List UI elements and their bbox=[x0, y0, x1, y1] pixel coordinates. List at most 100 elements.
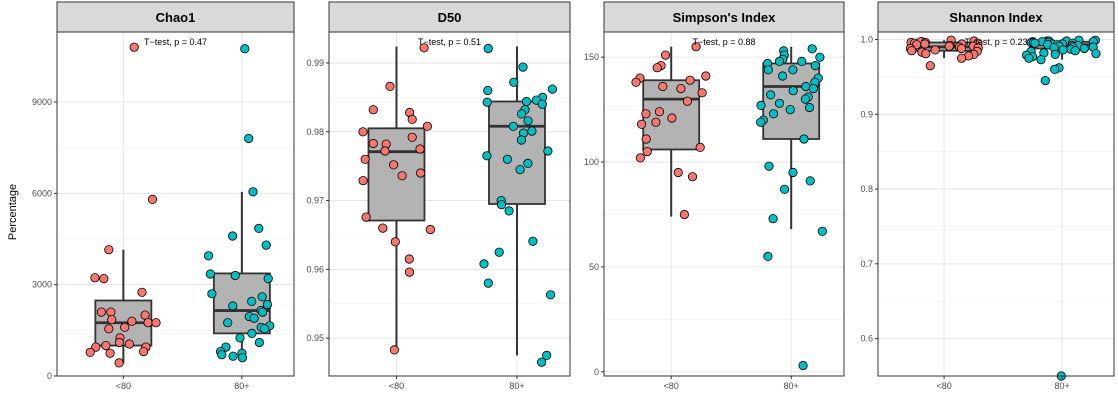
y-tick-label: 0.96 bbox=[306, 264, 324, 274]
x-tick-label: 80+ bbox=[509, 381, 524, 391]
data-point bbox=[673, 167, 683, 178]
data-point bbox=[764, 161, 774, 171]
data-point bbox=[536, 357, 547, 367]
y-tick-label: 0.9 bbox=[860, 109, 873, 119]
data-point bbox=[804, 102, 815, 113]
data-point bbox=[1050, 49, 1060, 60]
data-point bbox=[90, 273, 100, 283]
data-point bbox=[756, 100, 766, 111]
data-point bbox=[397, 171, 407, 181]
data-point bbox=[104, 245, 114, 255]
y-tick-label: 50 bbox=[589, 262, 599, 272]
x-tick-label: <80 bbox=[389, 381, 404, 391]
data-point bbox=[388, 160, 399, 170]
data-point bbox=[140, 310, 150, 320]
y-tick-label: 100 bbox=[584, 157, 599, 167]
data-point bbox=[254, 337, 264, 348]
data-point bbox=[247, 328, 257, 338]
data-point bbox=[701, 71, 711, 81]
facet-strip bbox=[877, 1, 1115, 33]
data-point bbox=[774, 56, 785, 67]
panel-border bbox=[56, 31, 295, 377]
data-point bbox=[425, 224, 435, 235]
data-point bbox=[766, 90, 776, 100]
data-point bbox=[679, 209, 690, 220]
y-tick-label: 0.95 bbox=[306, 333, 324, 343]
data-point bbox=[261, 240, 271, 250]
x-tick-label: <80 bbox=[936, 381, 951, 391]
data-point bbox=[687, 172, 698, 182]
data-point bbox=[504, 206, 514, 216]
data-point bbox=[768, 109, 779, 119]
data-point bbox=[805, 176, 815, 186]
data-point bbox=[248, 187, 258, 197]
data-point bbox=[956, 43, 967, 54]
data-point bbox=[257, 307, 268, 317]
data-point bbox=[482, 97, 492, 107]
data-point bbox=[482, 151, 492, 161]
data-point bbox=[204, 251, 214, 261]
x-tick-label: <80 bbox=[664, 381, 679, 391]
box-iqr bbox=[488, 100, 546, 205]
data-point bbox=[361, 212, 371, 222]
data-point bbox=[817, 226, 827, 236]
data-point bbox=[91, 342, 101, 352]
data-point bbox=[207, 289, 217, 299]
data-point bbox=[223, 318, 233, 328]
data-point bbox=[651, 117, 661, 127]
facet-title: Chao1 bbox=[156, 10, 196, 25]
data-point bbox=[385, 81, 395, 92]
data-point bbox=[1040, 76, 1050, 86]
data-point bbox=[543, 146, 553, 156]
data-point bbox=[415, 168, 426, 178]
data-point bbox=[483, 43, 493, 54]
panel-background bbox=[878, 32, 1114, 376]
data-point bbox=[360, 154, 370, 164]
data-point bbox=[85, 347, 95, 357]
data-point bbox=[1079, 43, 1089, 54]
data-point bbox=[262, 299, 272, 310]
y-tick-label: 9000 bbox=[32, 97, 52, 107]
data-point bbox=[641, 109, 651, 119]
panel-2: D50 0.95 0.96 0.97 0.98 0.99 T−test, p = 0.51 <… bbox=[306, 1, 571, 391]
data-point bbox=[756, 117, 766, 127]
data-point bbox=[695, 142, 705, 152]
y-tick-label: 1.0 bbox=[860, 34, 873, 44]
data-point bbox=[777, 71, 788, 81]
data-point bbox=[404, 267, 415, 277]
data-point bbox=[652, 63, 662, 73]
data-point bbox=[483, 85, 493, 96]
y-tick-label: 0 bbox=[47, 371, 52, 381]
data-point bbox=[801, 81, 811, 92]
data-point bbox=[545, 290, 556, 300]
y-tick-label: 0.7 bbox=[860, 259, 873, 269]
data-point bbox=[537, 99, 547, 109]
data-point bbox=[660, 50, 671, 60]
data-point bbox=[907, 46, 917, 56]
data-point bbox=[779, 184, 790, 194]
y-axis-label: Percentage bbox=[7, 184, 19, 240]
data-point bbox=[496, 200, 507, 210]
data-point bbox=[1091, 49, 1101, 59]
data-point bbox=[114, 337, 125, 348]
data-point bbox=[1050, 64, 1060, 75]
data-point bbox=[528, 236, 538, 246]
data-point bbox=[389, 345, 399, 355]
data-point bbox=[691, 42, 701, 52]
data-point bbox=[807, 44, 817, 54]
data-point bbox=[419, 43, 429, 53]
data-point bbox=[358, 127, 368, 137]
data-point bbox=[228, 301, 238, 311]
y-tick-label: 3000 bbox=[32, 280, 52, 290]
data-point bbox=[815, 52, 825, 62]
data-point bbox=[521, 96, 532, 107]
test-annotation: T−test, p = 0.23 bbox=[964, 37, 1027, 47]
data-point bbox=[631, 77, 641, 87]
data-point bbox=[205, 269, 215, 279]
data-point bbox=[808, 84, 818, 94]
data-point bbox=[358, 176, 368, 186]
data-point bbox=[228, 231, 238, 241]
data-point bbox=[143, 318, 153, 328]
y-tick-label: 150 bbox=[584, 52, 599, 62]
